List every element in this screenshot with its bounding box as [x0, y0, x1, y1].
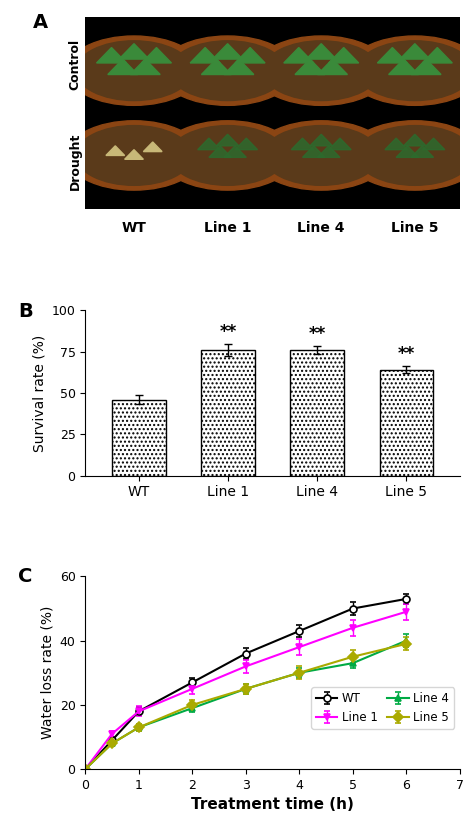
Polygon shape [108, 59, 138, 74]
Polygon shape [141, 48, 172, 63]
Circle shape [76, 41, 192, 100]
Polygon shape [396, 145, 419, 157]
Polygon shape [385, 138, 407, 150]
Circle shape [263, 125, 379, 186]
Polygon shape [224, 145, 246, 157]
Polygon shape [318, 145, 340, 157]
Circle shape [254, 120, 389, 190]
Circle shape [254, 36, 389, 105]
Polygon shape [328, 138, 351, 150]
Polygon shape [190, 48, 220, 63]
Y-axis label: Water loss rate (%): Water loss rate (%) [40, 606, 54, 740]
Bar [380, 370, 433, 476]
Polygon shape [403, 135, 426, 145]
Circle shape [347, 36, 474, 105]
Circle shape [357, 41, 473, 100]
Text: **: ** [219, 323, 237, 341]
Y-axis label: Survival rate (%): Survival rate (%) [32, 334, 46, 451]
Polygon shape [295, 59, 325, 74]
Polygon shape [400, 43, 430, 59]
X-axis label: Treatment time (h): Treatment time (h) [191, 798, 354, 813]
Circle shape [263, 41, 379, 100]
Polygon shape [119, 43, 149, 59]
Circle shape [66, 120, 201, 190]
Circle shape [347, 120, 474, 190]
Circle shape [170, 125, 286, 186]
Polygon shape [224, 59, 254, 74]
Polygon shape [201, 59, 231, 74]
Polygon shape [97, 48, 127, 63]
Polygon shape [306, 43, 336, 59]
Circle shape [160, 120, 295, 190]
Polygon shape [389, 59, 419, 74]
Polygon shape [422, 48, 452, 63]
Polygon shape [291, 138, 314, 150]
Polygon shape [209, 145, 231, 157]
Text: **: ** [398, 345, 415, 363]
Polygon shape [422, 138, 445, 150]
Polygon shape [318, 59, 347, 74]
Bar [112, 400, 165, 476]
Circle shape [160, 36, 295, 105]
Text: WT: WT [121, 221, 146, 235]
Polygon shape [213, 43, 243, 59]
Polygon shape [235, 48, 265, 63]
Text: **: ** [309, 324, 326, 343]
Text: Line 1: Line 1 [204, 221, 251, 235]
Polygon shape [106, 145, 125, 155]
Bar [201, 350, 255, 476]
Text: Control: Control [69, 39, 82, 90]
Polygon shape [411, 145, 434, 157]
Polygon shape [130, 59, 160, 74]
Polygon shape [235, 138, 257, 150]
Polygon shape [284, 48, 314, 63]
Legend: WT, Line 1, Line 4, Line 5: WT, Line 1, Line 4, Line 5 [311, 687, 454, 728]
Polygon shape [216, 135, 239, 145]
Text: B: B [18, 302, 33, 321]
Text: Line 5: Line 5 [391, 221, 438, 235]
Polygon shape [411, 59, 441, 74]
Polygon shape [328, 48, 359, 63]
Circle shape [357, 125, 473, 186]
Polygon shape [143, 142, 162, 151]
Circle shape [170, 41, 286, 100]
Bar [291, 350, 344, 476]
Text: A: A [33, 13, 48, 32]
Polygon shape [377, 48, 407, 63]
Polygon shape [198, 138, 220, 150]
Polygon shape [302, 145, 325, 157]
Text: C: C [18, 567, 32, 586]
Text: Drought: Drought [69, 133, 82, 190]
Circle shape [66, 36, 201, 105]
Polygon shape [310, 135, 332, 145]
Circle shape [76, 125, 192, 186]
Polygon shape [125, 150, 143, 160]
Text: Line 4: Line 4 [298, 221, 345, 235]
